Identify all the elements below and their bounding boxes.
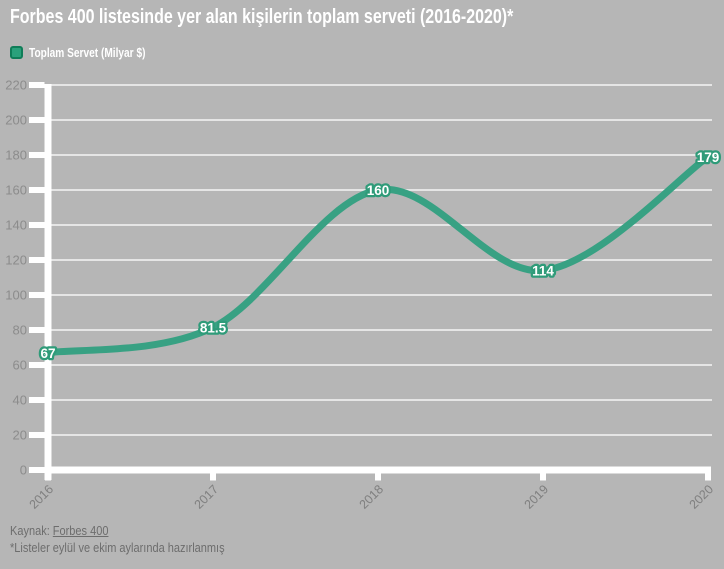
y-tick bbox=[29, 222, 45, 228]
y-tick-label: 100 bbox=[5, 288, 27, 303]
x-tick-label: 2017 bbox=[192, 482, 222, 512]
y-tick bbox=[29, 327, 45, 333]
y-tick bbox=[29, 397, 45, 403]
y-tick-label: 200 bbox=[5, 113, 27, 128]
data-point-label: 81.5 bbox=[200, 320, 227, 335]
y-tick-label: 0 bbox=[20, 463, 27, 478]
legend-swatch-icon bbox=[10, 46, 23, 59]
y-axis-line bbox=[44, 84, 52, 480]
footnote-line: *Listeler eylül ve ekim aylarında hazırl… bbox=[10, 540, 254, 557]
y-tick-label: 140 bbox=[5, 218, 27, 233]
source-link[interactable]: Forbes 400 bbox=[52, 524, 109, 538]
y-tick bbox=[29, 117, 45, 123]
x-tick bbox=[210, 473, 216, 481]
y-tick-label: 80 bbox=[13, 323, 27, 338]
y-tick bbox=[29, 187, 45, 193]
y-tick bbox=[29, 362, 45, 368]
y-tick bbox=[29, 292, 45, 298]
y-tick bbox=[29, 432, 45, 438]
y-tick bbox=[29, 82, 45, 88]
x-tick-label: 2019 bbox=[522, 482, 552, 512]
y-tick-label: 180 bbox=[5, 148, 27, 163]
chart-title-text: Forbes 400 listesinde yer alan kişilerin… bbox=[10, 6, 514, 28]
x-tick bbox=[705, 473, 711, 481]
x-tick-label: 2016 bbox=[27, 482, 57, 512]
legend: Toplam Servet (Milyar $) bbox=[10, 45, 178, 60]
footnote-text: *Listeler eylül ve ekim aylarında hazırl… bbox=[10, 541, 225, 555]
x-tick bbox=[45, 473, 51, 481]
source-line: Kaynak: Forbes 400 bbox=[10, 523, 254, 540]
y-tick bbox=[29, 257, 45, 263]
legend-label: Toplam Servet (Milyar $) bbox=[29, 45, 146, 60]
y-tick bbox=[29, 152, 45, 158]
wealth-line bbox=[44, 153, 712, 357]
x-axis-line bbox=[44, 466, 711, 474]
data-point-label: 114 bbox=[532, 264, 554, 279]
x-tick bbox=[540, 473, 546, 481]
y-tick bbox=[29, 467, 45, 473]
y-tick-label: 160 bbox=[5, 183, 27, 198]
chart-title: Forbes 400 listesinde yer alan kişilerin… bbox=[10, 6, 639, 29]
source-prefix: Kaynak: bbox=[10, 524, 53, 538]
x-tick-label: 2018 bbox=[357, 482, 387, 512]
chart-footer: Kaynak: Forbes 400 *Listeler eylül ve ek… bbox=[10, 523, 254, 557]
y-tick-label: 40 bbox=[13, 393, 27, 408]
x-tick-label: 2020 bbox=[687, 482, 717, 512]
x-tick bbox=[375, 473, 381, 481]
y-tick-label: 20 bbox=[13, 428, 27, 443]
y-tick-label: 220 bbox=[5, 78, 27, 93]
y-tick-label: 120 bbox=[5, 253, 27, 268]
y-tick-label: 60 bbox=[13, 358, 27, 373]
data-point-label: 179 bbox=[697, 150, 720, 165]
data-point-label: 160 bbox=[367, 183, 390, 198]
data-point-label: 67 bbox=[40, 346, 55, 361]
